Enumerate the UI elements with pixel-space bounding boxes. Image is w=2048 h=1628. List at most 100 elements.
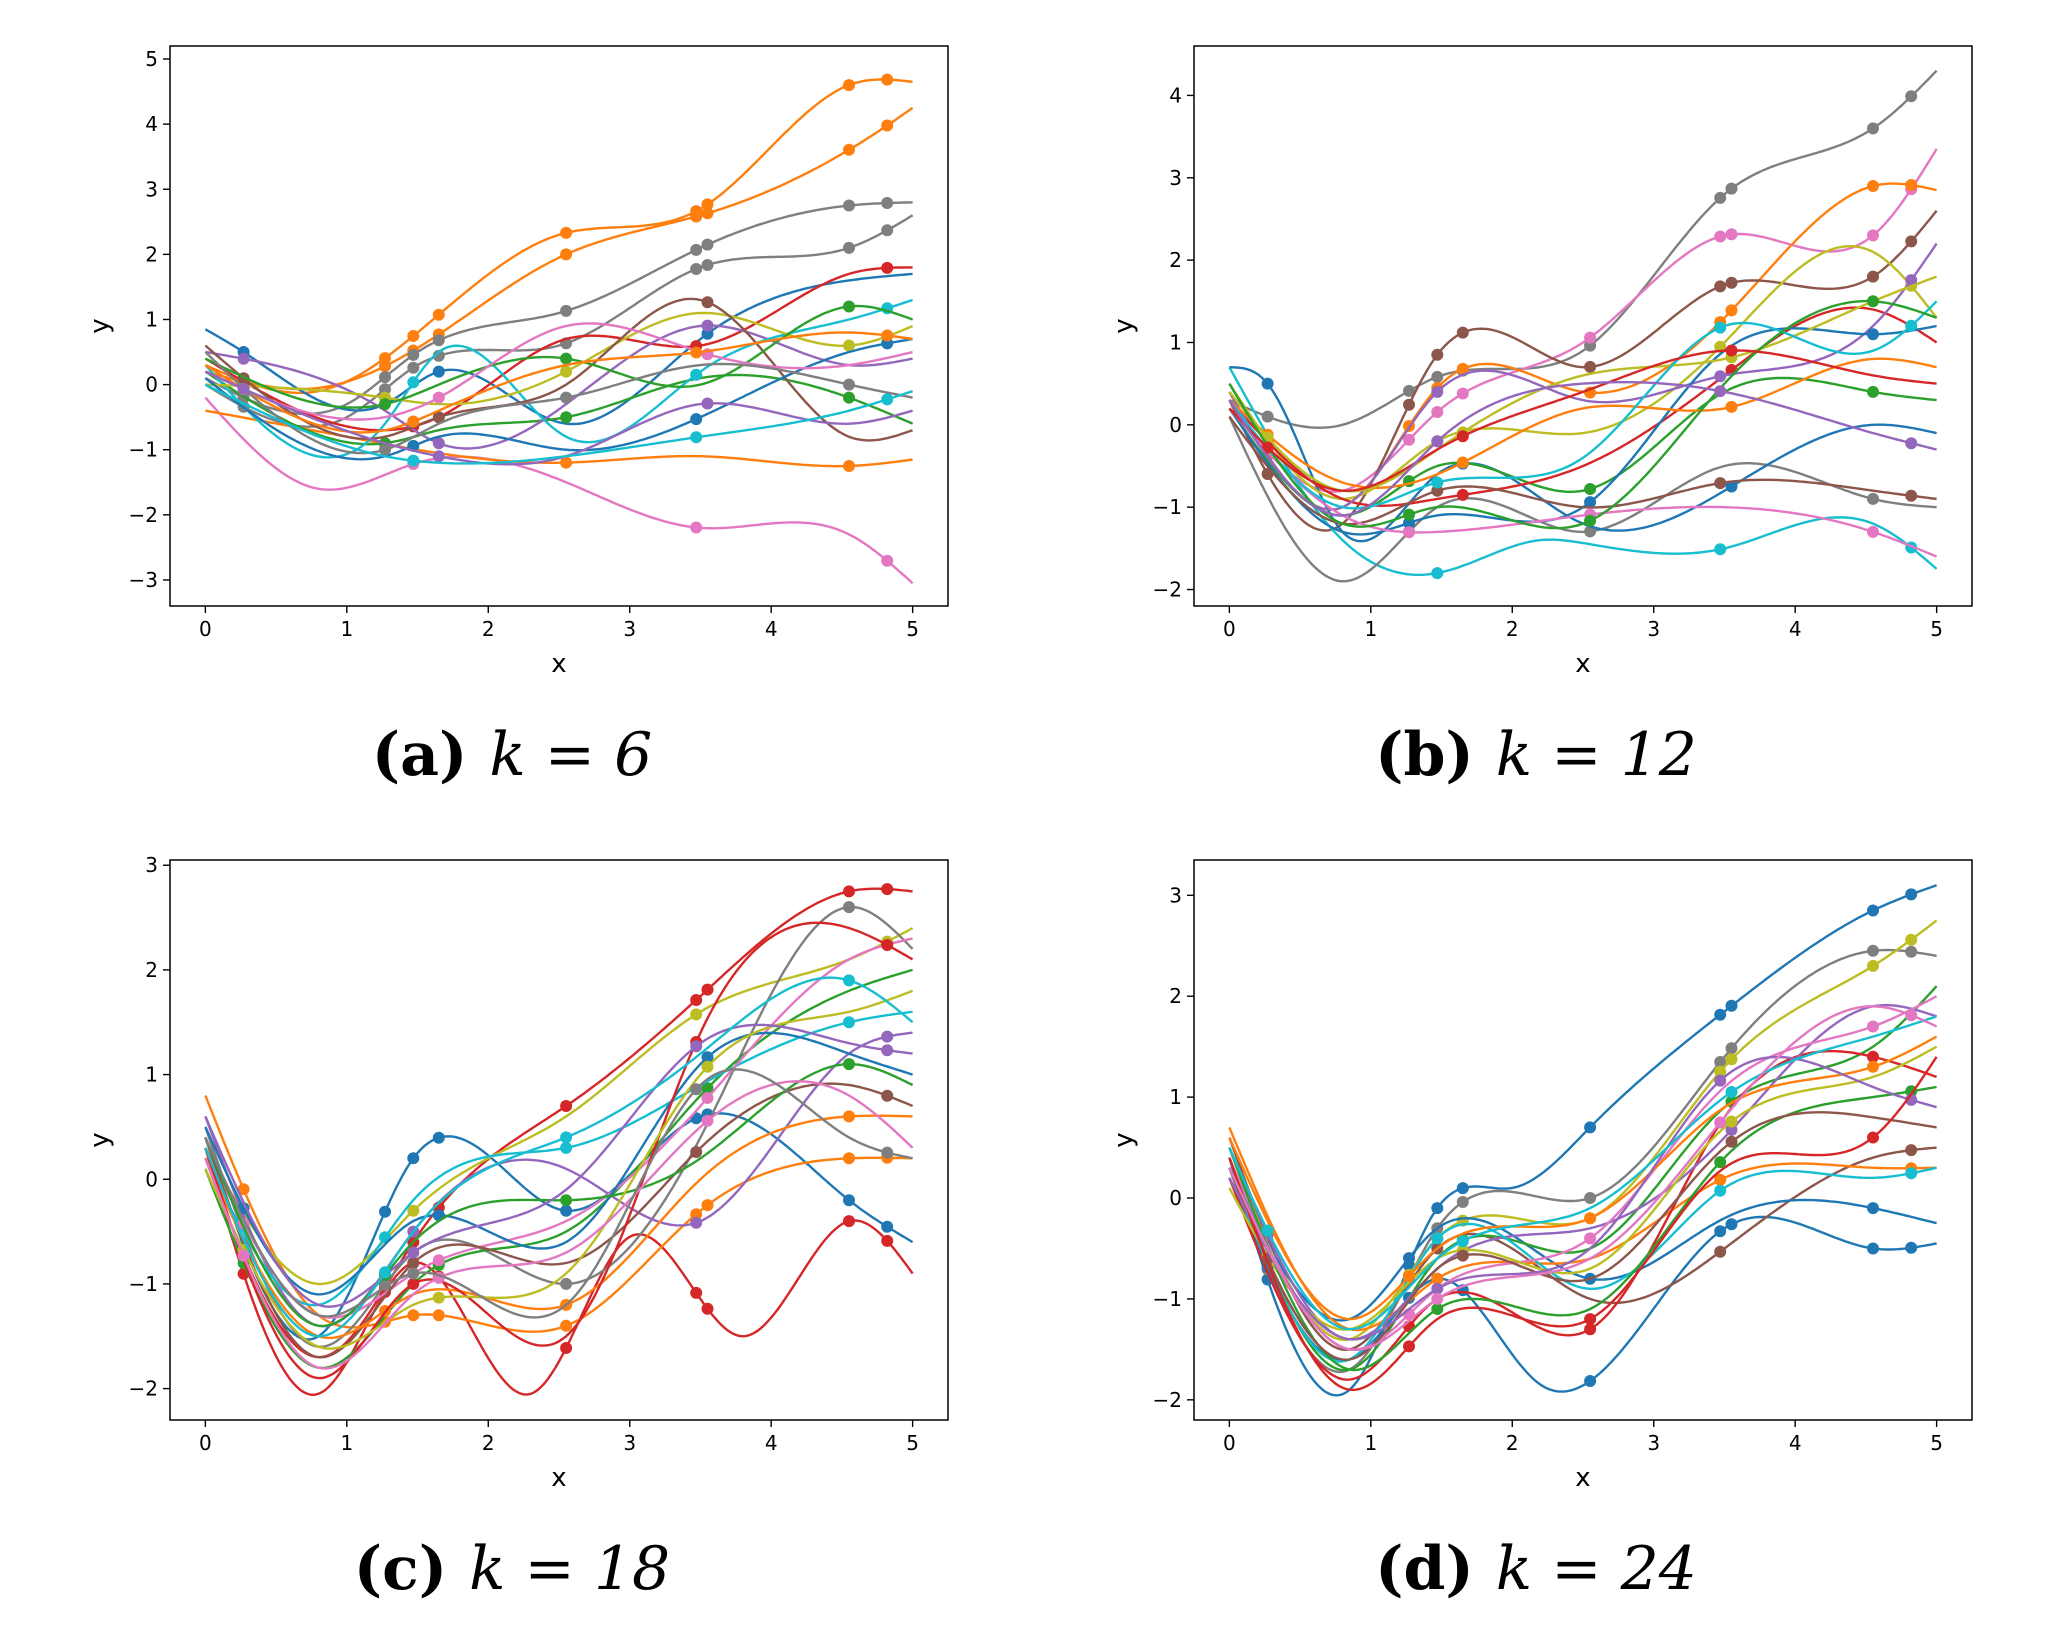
data-point xyxy=(1403,526,1415,539)
data-point xyxy=(1431,1282,1444,1295)
data-point xyxy=(1725,1123,1738,1136)
series-line-s20 xyxy=(1228,381,1937,517)
x-tick-label: 5 xyxy=(1930,1431,1943,1455)
data-point xyxy=(1867,1060,1879,1073)
data-point xyxy=(379,1205,391,1218)
data-point xyxy=(1584,483,1597,495)
data-point xyxy=(432,1291,445,1304)
data-point xyxy=(432,365,445,378)
data-point xyxy=(843,1110,855,1123)
data-point xyxy=(881,393,894,406)
data-point xyxy=(560,411,573,424)
data-point xyxy=(701,198,714,211)
x-axis-label: x xyxy=(551,1463,566,1493)
data-point xyxy=(690,263,703,275)
data-point xyxy=(407,348,420,361)
data-point xyxy=(843,378,855,391)
chart-d: 0 1 2 3 4 5 −2 −1 0 1 2 3 x y xyxy=(1109,859,1973,1493)
data-point xyxy=(1403,517,1415,529)
data-point xyxy=(432,411,445,424)
data-point xyxy=(407,330,420,342)
data-point xyxy=(1725,999,1738,1012)
data-point xyxy=(701,1060,714,1073)
data-point xyxy=(1867,959,1879,972)
data-point xyxy=(1456,456,1469,469)
series-line-s16 xyxy=(204,322,913,421)
data-point xyxy=(407,1267,420,1280)
series-line-s5 xyxy=(1228,366,1938,576)
data-point xyxy=(560,226,573,239)
data-point xyxy=(1431,370,1444,383)
data-point xyxy=(1905,437,1918,450)
data-point xyxy=(1714,1056,1727,1068)
data-point xyxy=(1456,326,1469,339)
data-point xyxy=(1867,1202,1879,1215)
data-point xyxy=(690,1208,703,1221)
data-point xyxy=(881,1220,894,1233)
x-tick-label: 0 xyxy=(1223,1431,1236,1455)
data-point xyxy=(1403,1340,1415,1353)
chart-b: 0 1 2 3 4 5 −2 −1 0 1 2 3 4 x y xyxy=(1109,45,1973,679)
x-tick-label: 3 xyxy=(1647,1431,1660,1455)
data-point xyxy=(843,391,855,404)
data-point xyxy=(560,1194,573,1207)
data-point xyxy=(843,460,855,472)
data-point xyxy=(1867,1050,1879,1063)
series-line-s1 xyxy=(1228,884,1938,1397)
x-tick-label: 5 xyxy=(906,617,919,641)
caption-a: (a) k = 6 xyxy=(0,720,1024,790)
data-point xyxy=(432,437,445,450)
data-point xyxy=(1905,179,1918,191)
data-point xyxy=(1867,295,1879,308)
data-point xyxy=(881,1030,894,1043)
data-point xyxy=(701,1302,714,1315)
data-point xyxy=(1905,319,1918,332)
caption-a-label: (a) xyxy=(371,720,468,790)
data-point xyxy=(1584,1375,1597,1387)
data-point xyxy=(701,207,714,220)
data-point xyxy=(1905,90,1918,103)
y-axis-label: y xyxy=(85,318,115,333)
series-line-s19 xyxy=(1228,349,1937,493)
data-point xyxy=(1867,1020,1879,1033)
data-point xyxy=(1714,191,1727,204)
data-point xyxy=(1905,933,1918,946)
data-point xyxy=(1905,1144,1918,1157)
data-point xyxy=(1456,430,1469,443)
data-point xyxy=(843,300,855,313)
series-line-s11 xyxy=(204,298,913,459)
data-point xyxy=(560,248,573,261)
data-point xyxy=(843,1194,855,1207)
y-tick-label: 0 xyxy=(145,1167,158,1191)
series-group xyxy=(1228,69,1938,583)
data-point xyxy=(1403,1270,1415,1283)
series-line-s17 xyxy=(204,1023,913,1308)
data-point xyxy=(1456,1249,1469,1262)
y-tick-label: 0 xyxy=(1169,1186,1182,1210)
caption-d: (d) k = 24 xyxy=(1024,1534,2048,1604)
data-point xyxy=(407,376,420,389)
data-point xyxy=(1403,1252,1415,1265)
data-point xyxy=(843,143,855,156)
data-point xyxy=(1905,235,1918,248)
data-point xyxy=(560,1131,573,1144)
data-point xyxy=(1261,410,1274,423)
data-point xyxy=(1725,1086,1738,1098)
data-point xyxy=(560,304,573,317)
y-tick-label: 3 xyxy=(145,177,158,201)
series-line-s14 xyxy=(204,921,914,1380)
data-point xyxy=(379,360,391,373)
data-point xyxy=(560,365,573,378)
data-point xyxy=(1714,1156,1727,1169)
data-point xyxy=(1403,508,1415,521)
data-point xyxy=(1431,1272,1444,1285)
data-point xyxy=(1403,398,1415,411)
y-tick-label: 3 xyxy=(145,853,158,877)
data-point xyxy=(407,415,420,428)
data-point xyxy=(560,391,573,404)
data-point xyxy=(1867,229,1879,242)
series-line-s13 xyxy=(204,297,913,442)
series-line-s17 xyxy=(1228,1055,1937,1341)
x-tick-label: 2 xyxy=(482,617,495,641)
data-point xyxy=(690,1216,703,1229)
